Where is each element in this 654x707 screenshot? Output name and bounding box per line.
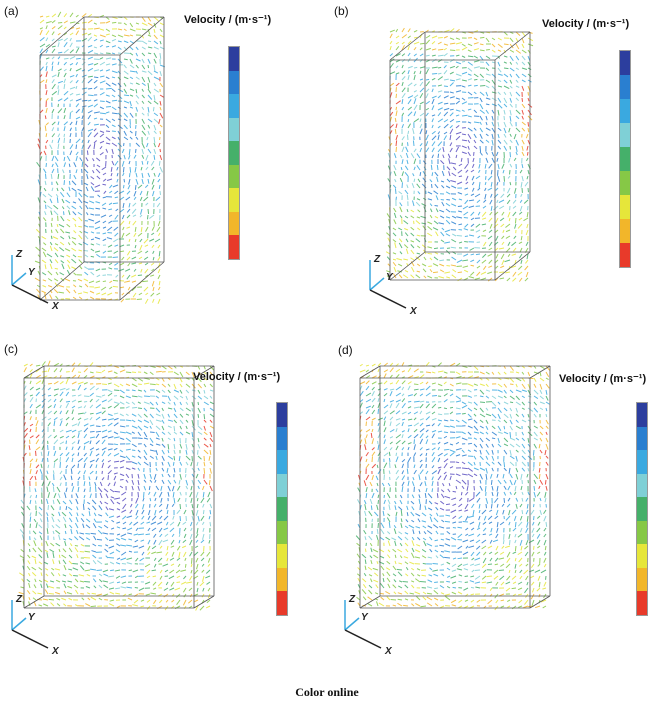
colorbar-segment [620,123,630,147]
z-axis-label: Z [15,249,23,260]
box-wireframe [359,365,551,609]
x-axis-label: X [409,306,418,317]
colorbar-segment [637,450,647,474]
colorbar-segment [277,426,287,451]
colorbar-segment [277,473,287,498]
colorbar-segment [277,567,287,592]
panel-label: (d) [338,343,353,357]
colorbar-segment [229,117,239,142]
y-axis-line [344,617,360,631]
axis-triad: ZY X [11,594,60,657]
vector-field [34,11,166,305]
vector-field [385,27,534,282]
colorbar [619,50,631,268]
z-axis-label: Z [373,254,381,265]
y-axis-label: Y [361,612,369,623]
panel-label: (b) [334,4,349,18]
colorbar-segment [620,99,630,123]
x-axis-label: X [51,646,60,657]
colorbar-segment [620,171,630,195]
axis-triad: ZY X [369,254,418,317]
box-wireframe [39,16,165,301]
caption: Color online [295,685,359,699]
panel-label: (a) [4,4,19,18]
colorbar-segment [620,195,630,219]
colorbar-segment [229,188,239,212]
z-axis-label: Z [15,594,23,605]
colorbar-segment [637,591,647,615]
colorbar-segment [637,403,647,427]
colorbar-segment [277,591,287,615]
colorbar-segment [620,75,630,99]
colorbar-segment [637,544,647,568]
z-axis-label: Z [348,594,356,605]
colorbar-segment [229,47,239,71]
colorbar-title: Velocity / (m·s⁻¹) [184,14,272,26]
y-axis-label: Y [28,267,36,278]
colorbar-segment [277,450,287,474]
colorbar-segment [229,235,239,259]
panel-label: (c) [4,342,18,356]
colorbar-segment [637,497,647,521]
y-axis-line [11,617,27,631]
colorbar-segment [229,94,239,118]
x-axis-line [344,629,382,649]
colorbar-segment [229,164,239,189]
x-axis-label: X [51,301,60,312]
colorbar-segment [620,219,630,243]
colorbar [636,402,648,616]
colorbar-title: Velocity / (m·s⁻¹) [193,371,281,383]
axis-triad: ZY X [11,249,60,312]
y-axis-line [369,277,385,291]
colorbar-segment [229,211,239,236]
x-axis-line [11,629,49,649]
colorbar-segment [277,520,287,545]
colorbar-segment [277,403,287,427]
vector-field [355,361,551,611]
vector-field [18,360,215,611]
colorbar [276,402,288,616]
y-axis-label: Y [386,272,394,283]
colorbar-title: Velocity / (m·s⁻¹) [542,18,630,30]
box-wireframe [23,365,215,609]
x-axis-label: X [384,646,393,657]
colorbar-segment [637,473,647,498]
colorbar-segment [620,51,630,75]
colorbar-segment [620,243,630,267]
colorbar-segment [277,544,287,568]
colorbar-segment [229,141,239,165]
colorbar-segment [620,147,630,171]
axis-triad: ZY X [344,594,393,657]
x-axis-line [369,289,407,309]
y-axis-line [11,272,27,286]
colorbar-title: Velocity / (m·s⁻¹) [559,373,647,385]
colorbar-segment [229,70,239,95]
y-axis-label: Y [28,612,36,623]
colorbar-segment [637,567,647,592]
colorbar [228,46,240,260]
colorbar-segment [637,520,647,545]
box-wireframe [389,31,531,281]
x-axis-line [11,284,49,304]
colorbar-segment [637,426,647,451]
colorbar-segment [277,497,287,521]
